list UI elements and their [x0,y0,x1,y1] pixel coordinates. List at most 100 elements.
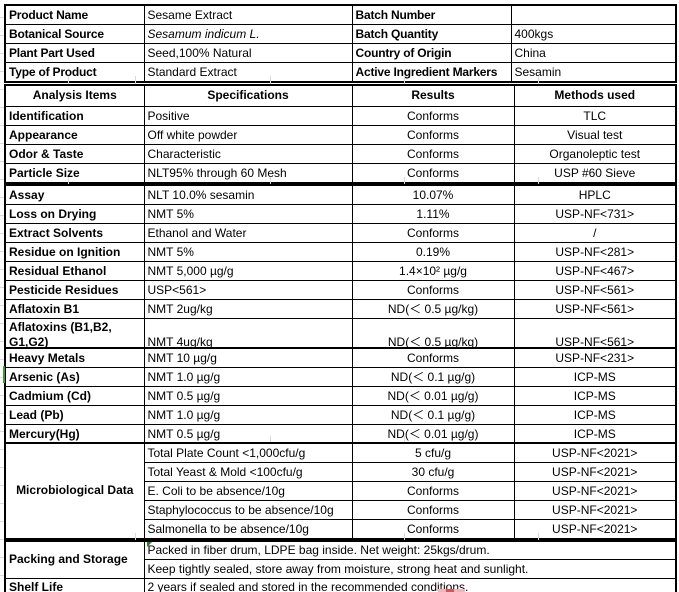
result-cell: Conforms [351,500,515,520]
item-cell: Particle Size [4,163,145,184]
result-cell: Conforms [351,519,515,540]
spec-cell: Total Yeast & Mold <100cfu/g [143,462,353,482]
item-cell: Pesticide Residues [4,280,145,300]
result-cell: 30 cfu/g [351,462,515,482]
shelf-life-label: Shelf Life [4,578,145,592]
analysis-row: Assay NLT 10.0% sesamin 10.07% HPLC [4,184,677,205]
method-cell: USP-NF<2021> [513,462,677,482]
analysis-row: Loss on Drying NMT 5% 1.11% USP-NF<731> [4,204,677,224]
packing-storage-table: Packing and Storage Packed in fiber drum… [4,540,678,592]
header-analysis-items: Analysis Items [4,84,145,107]
result-cell: ND(＜ 0.5 µg/kg) [351,299,515,319]
method-cell: ICP-MS [513,386,677,406]
spec-cell: USP<561> [143,280,353,300]
method-cell: USP-NF<2021> [513,442,677,463]
analysis-row: Lead (Pb) NMT 1.0 µg/g ND(＜ 0.1 µg/g) IC… [4,405,677,425]
info-value: Sesame Extract [143,4,353,25]
result-cell: Conforms [351,347,515,368]
spec-cell: NMT 2ug/kg [143,299,353,319]
result-cell: Conforms [351,481,515,501]
info-value: Sesamin [510,62,677,83]
analysis-header-row: Analysis Items Specifications Results Me… [4,84,677,107]
analysis-row: Microbiological Data Total Plate Count <… [4,442,677,540]
item-cell: Loss on Drying [4,204,145,224]
analysis-row: Particle Size NLT95% through 60 Mesh Con… [4,163,677,184]
microbiological-table: Microbiological Data Total Plate Count <… [4,442,677,540]
result-cell: 1.4×10² µg/g [351,261,515,281]
method-cell: USP-NF<561> [513,280,677,300]
method-cell: ICP-MS [513,405,677,425]
spec-cell: NMT 5% [143,242,353,262]
analysis-row: Heavy Metals NMT 10 µg/g Conforms USP-NF… [4,347,677,368]
result-cell: 1.11% [351,204,515,224]
result-cell: ND(＜ 0.01 µg/g) [351,386,515,406]
packing-row: Keep tightly sealed, store away from moi… [5,559,677,579]
result-cell: Conforms [351,163,515,184]
method-cell: USP-NF<2021> [513,519,677,540]
info-value: Seed,100% Natural [143,43,353,63]
method-cell: Visual test [513,125,677,145]
result-cell: 5 cfu/g [351,442,515,463]
item-cell: Appearance [4,125,145,145]
item-cell: Aflatoxins (B1,B2, G1,G2) [4,318,145,353]
method-cell: Organoleptic test [513,144,677,164]
analysis-row: Salmonella to be absence/10g Conforms US… [5,519,677,540]
info-label: Type of Product [4,62,145,83]
packing-label: Packing and Storage [4,540,145,579]
product-info-row: Product Name Sesame Extract Batch Number [4,4,677,25]
product-info-row: Plant Part Used Seed,100% Natural Countr… [4,43,677,63]
item-cell: Cadmium (Cd) [4,386,145,406]
header-specifications: Specifications [143,84,353,107]
analysis-row: Odor & Taste Characteristic Conforms Org… [4,144,677,164]
spec-cell: Positive [143,106,353,126]
item-cell: Heavy Metals [4,347,145,368]
method-cell: / [513,223,677,243]
item-cell: Residue on Ignition [4,242,145,262]
analysis-row: Staphylococcus to be absence/10g Conform… [5,500,677,520]
info-value-botanical: Sesamum indicum L. [143,24,353,44]
result-cell: ND(＜ 0.1 µg/g) [351,367,515,387]
spec-cell: NMT 4ug/kg [143,318,353,353]
spec-cell: E. Coli to be absence/10g [143,481,353,501]
method-cell: USP-NF<2021> [513,500,677,520]
info-label: Plant Part Used [4,43,145,63]
result-cell: Conforms [351,125,515,145]
item-cell: Arsenic (As) [4,367,145,387]
analysis-row: Appearance Off white powder Conforms Vis… [4,125,677,145]
method-cell: USP-NF<561> [513,299,677,319]
info-value [510,4,677,25]
shelf-life-value: 2 years if sealed and stored in the reco… [143,578,677,592]
analysis-row: Residue on Ignition NMT 5% 0.19% USP-NF<… [4,242,677,262]
spec-cell: Salmonella to be absence/10g [143,519,353,540]
spec-cell: NLT95% through 60 Mesh [143,163,353,184]
packing-line: Packed in fiber drum, LDPE bag inside. N… [143,540,677,560]
info-label: Active Ingredient Markers [351,62,512,83]
micro-section-label: Microbiological Data [4,442,145,540]
analysis-row: Identification Positive Conforms TLC [4,106,677,126]
cell-flag-icon [147,542,152,547]
result-cell: Conforms [351,223,515,243]
result-cell: Conforms [351,144,515,164]
method-cell: USP-NF<467> [513,261,677,281]
item-cell: Lead (Pb) [4,405,145,425]
arsenic-row-marker [3,366,5,383]
spec-cell: NMT 5% [143,204,353,224]
chemical-tests-table: Assay NLT 10.0% sesamin 10.07% HPLC Loss… [4,184,677,353]
product-info-row: Type of Product Standard Extract Active … [4,62,677,83]
analysis-row: E. Coli to be absence/10g Conforms USP-N… [5,481,677,501]
method-cell: USP-NF<561> [513,318,677,353]
result-cell: ND(＜ 0.1 µg/g) [351,405,515,425]
info-label: Batch Quantity [351,24,512,44]
shelf-life-row: Shelf Life 2 years if sealed and stored … [4,578,677,592]
result-cell: Conforms [351,106,515,126]
method-cell: USP #60 Sieve [513,163,677,184]
analysis-row: Pesticide Residues USP<561> Conforms USP… [4,280,677,300]
item-cell: Aflatoxin B1 [4,299,145,319]
info-value: 400kgs [510,24,677,44]
item-cell: Identification [4,106,145,126]
analysis-row-aflatoxins: Aflatoxins (B1,B2, G1,G2) NMT 4ug/kg ND(… [4,318,677,353]
header-methods: Methods used [513,84,677,107]
info-label: Botanical Source [4,24,145,44]
method-cell: USP-NF<231> [513,347,677,368]
info-label: Country of Origin [351,43,512,63]
